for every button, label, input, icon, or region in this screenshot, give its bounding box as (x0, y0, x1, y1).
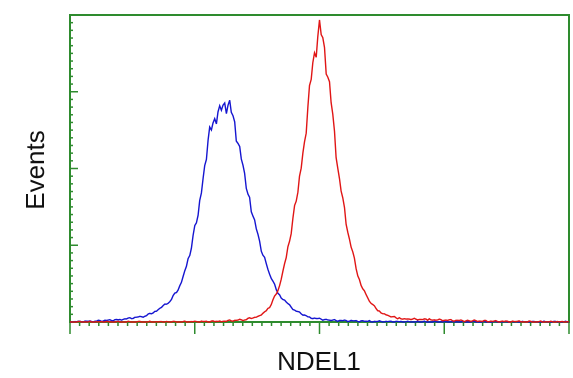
y-axis-label: Events (20, 130, 50, 210)
series-line-2 (69, 19, 570, 323)
plot-frame (69, 14, 570, 323)
x-axis-label: NDEL1 (277, 346, 361, 376)
axis-ticks (69, 14, 570, 334)
series-line-1 (70, 99, 569, 323)
series-layer (69, 19, 570, 323)
